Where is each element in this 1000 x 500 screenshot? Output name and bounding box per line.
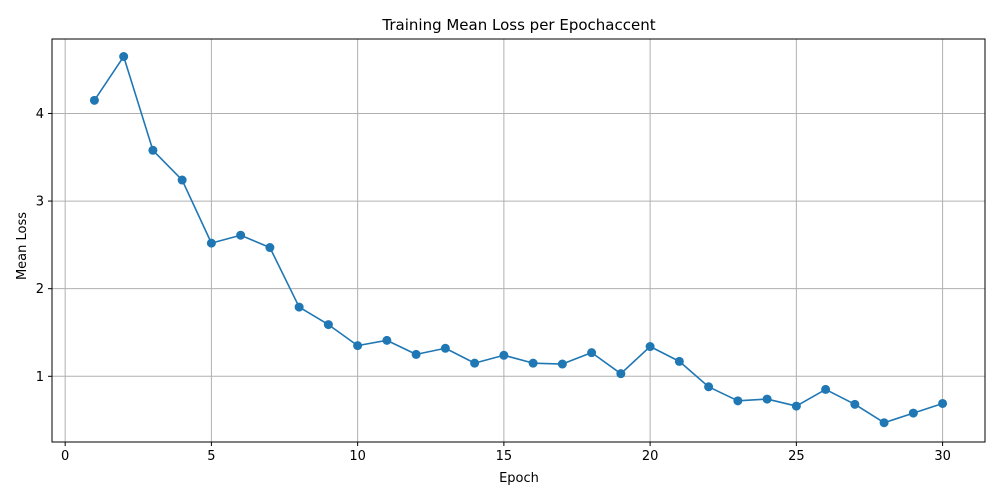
data-point bbox=[499, 350, 509, 360]
data-point bbox=[323, 320, 333, 330]
data-point bbox=[733, 396, 743, 406]
data-point bbox=[616, 369, 626, 379]
data-point bbox=[791, 401, 801, 411]
data-point bbox=[645, 342, 655, 352]
y-axis-label: Mean Loss bbox=[15, 212, 30, 280]
x-axis-ticks: 0 5 10 15 20 25 30 bbox=[61, 442, 951, 464]
x-tick-label: 5 bbox=[207, 449, 215, 464]
series-layer bbox=[89, 52, 948, 428]
data-point bbox=[353, 341, 363, 351]
y-tick-label: 4 bbox=[36, 107, 44, 122]
grid bbox=[52, 39, 985, 442]
data-point bbox=[119, 52, 129, 62]
chart-title: Training Mean Loss per Epochaccent bbox=[381, 16, 655, 34]
data-point bbox=[762, 394, 772, 404]
y-tick-label: 2 bbox=[36, 282, 44, 297]
data-point bbox=[206, 238, 216, 248]
data-point bbox=[704, 382, 714, 392]
data-point bbox=[879, 418, 889, 428]
data-point bbox=[89, 95, 99, 105]
data-point bbox=[265, 243, 275, 253]
x-tick-label: 20 bbox=[642, 449, 659, 464]
data-point bbox=[236, 230, 246, 240]
x-tick-label: 0 bbox=[61, 449, 69, 464]
x-tick-label: 15 bbox=[496, 449, 513, 464]
data-point bbox=[411, 349, 421, 359]
data-point bbox=[177, 175, 187, 185]
x-tick-label: 30 bbox=[934, 449, 951, 464]
data-point bbox=[557, 359, 567, 369]
data-point bbox=[440, 343, 450, 353]
data-point bbox=[148, 145, 158, 155]
plot-frame bbox=[51, 38, 986, 443]
y-tick-label: 3 bbox=[36, 195, 44, 210]
y-tick-label: 1 bbox=[36, 370, 44, 385]
x-axis-label: Epoch bbox=[499, 471, 539, 486]
data-point bbox=[382, 335, 392, 345]
data-point bbox=[294, 302, 304, 312]
data-point bbox=[528, 358, 538, 368]
x-tick-label: 10 bbox=[349, 449, 366, 464]
series-line bbox=[93, 55, 943, 424]
data-point bbox=[587, 348, 597, 358]
y-axis-ticks: 1 2 3 4 bbox=[36, 107, 52, 385]
data-point bbox=[821, 384, 831, 394]
data-point bbox=[850, 399, 860, 409]
data-point bbox=[938, 398, 948, 408]
x-tick-label: 25 bbox=[788, 449, 805, 464]
data-point bbox=[470, 358, 480, 368]
data-point bbox=[674, 356, 684, 366]
data-point bbox=[908, 408, 918, 418]
